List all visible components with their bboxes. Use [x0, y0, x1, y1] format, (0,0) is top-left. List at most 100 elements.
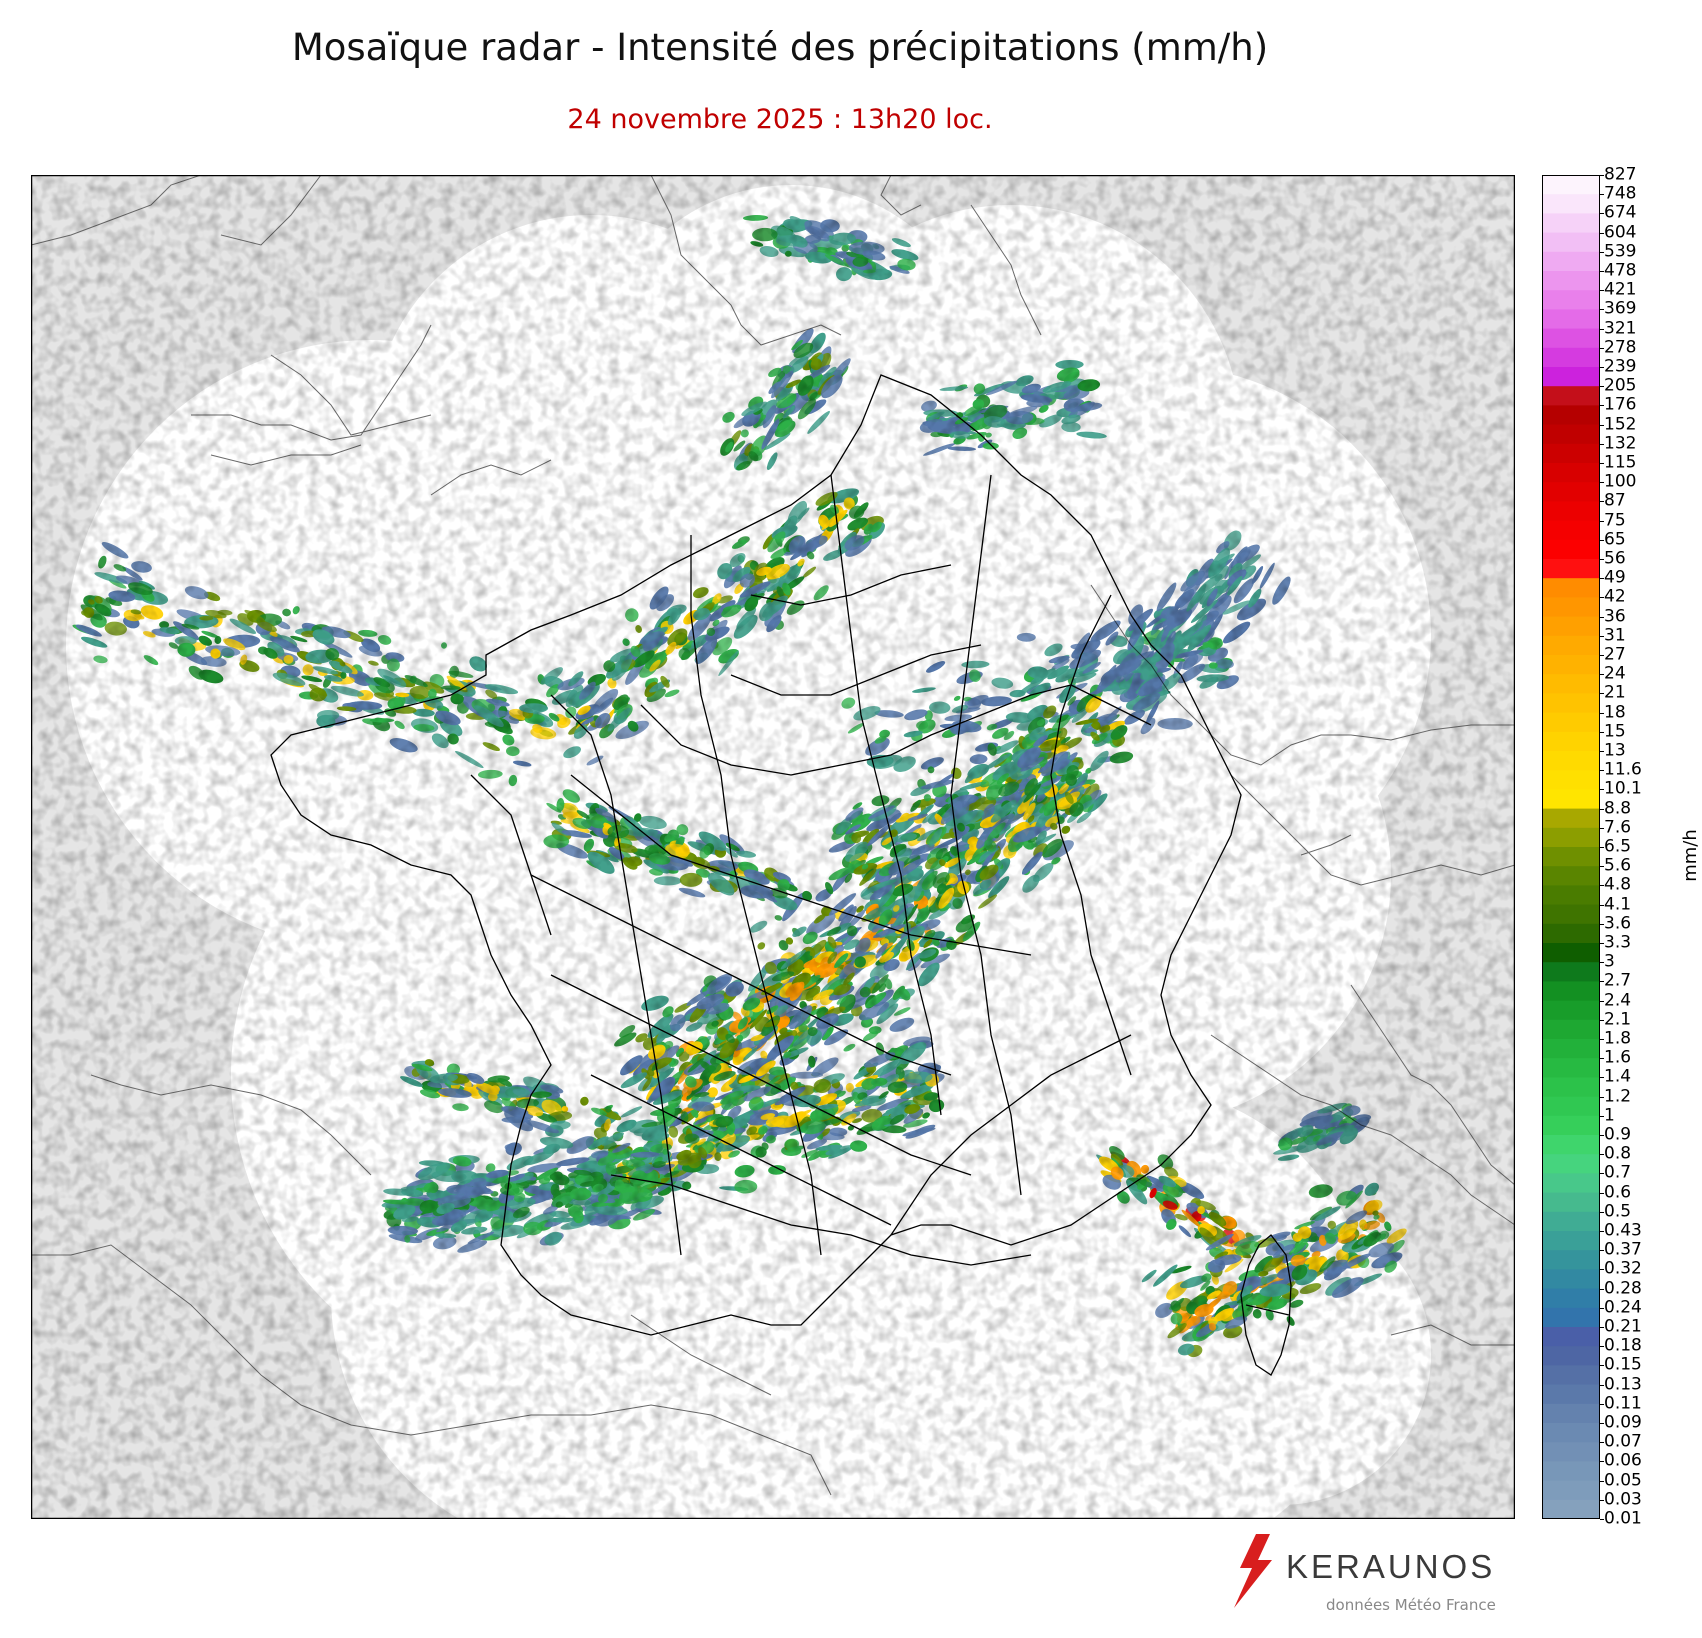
colorbar-tick-label: 321: [1604, 318, 1637, 339]
colorbar-tick-label: 0.6: [1604, 1182, 1632, 1203]
colorbar-tick-label: 24: [1604, 663, 1626, 684]
colorbar-cell: [1542, 1115, 1600, 1136]
colorbar-tick-label: 0.05: [1604, 1470, 1642, 1491]
colorbar-cell: [1542, 194, 1600, 214]
colorbar-cell: [1542, 501, 1600, 522]
colorbar-cell: [1542, 367, 1600, 387]
colorbar-tick-label: 1.6: [1604, 1047, 1632, 1068]
colorbar-cell: [1542, 1019, 1600, 1040]
colorbar-tick-label: 1.2: [1604, 1086, 1632, 1107]
colorbar-tick-label: 31: [1604, 625, 1626, 646]
colorbar-cell: [1542, 1403, 1600, 1424]
colorbar-tick-label: 21: [1604, 682, 1626, 703]
colorbar-cell: [1542, 1077, 1600, 1098]
colorbar-tick-label: 369: [1604, 298, 1637, 319]
colorbar-tick-label: 132: [1604, 433, 1637, 454]
colorbar-cell: [1542, 1096, 1600, 1117]
colorbar-cell: [1542, 578, 1600, 598]
colorbar-tick-label: 0.18: [1604, 1335, 1642, 1356]
colorbar-unit-label: mm/h: [1679, 829, 1701, 882]
colorbar-cell: [1542, 1058, 1600, 1078]
colorbar-cell: [1542, 712, 1600, 733]
colorbar-tick-label: 10.1: [1604, 778, 1642, 799]
rain-cell: [446, 1184, 471, 1195]
colorbar-tick-label: 1.8: [1604, 1028, 1632, 1049]
colorbar-cell: [1542, 1192, 1600, 1213]
colorbar-cell: [1542, 655, 1600, 675]
colorbar-tick-label: 0.32: [1604, 1258, 1642, 1279]
colorbar-tick-label: 36: [1604, 606, 1626, 627]
colorbar-tick-label: 2.4: [1604, 990, 1632, 1011]
colorbar-tick-label: 239: [1604, 356, 1637, 377]
colorbar-cell: [1542, 616, 1600, 637]
radar-map: [31, 175, 1515, 1519]
colorbar-cell: [1542, 232, 1600, 253]
colorbar-tick-label: 42: [1604, 586, 1626, 607]
colorbar-tick-label: 8.8: [1604, 798, 1632, 819]
colorbar: [1542, 175, 1600, 1519]
colorbar-cell: [1542, 1269, 1600, 1290]
colorbar-cell: [1542, 520, 1600, 541]
lightning-bolt-icon: [1234, 1534, 1272, 1608]
colorbar-cell: [1542, 827, 1600, 848]
colorbar-tick-label: 0.07: [1604, 1431, 1642, 1452]
colorbar-tick-label: 0.11: [1604, 1393, 1642, 1414]
colorbar-tick-label: 604: [1604, 222, 1637, 243]
colorbar-tick-label: 27: [1604, 644, 1626, 665]
colorbar-cell: [1542, 1000, 1600, 1021]
colorbar-cell: [1542, 271, 1600, 291]
colorbar-cell: [1542, 751, 1600, 771]
colorbar-cell: [1542, 213, 1600, 234]
colorbar-tick-label: 0.03: [1604, 1489, 1642, 1510]
map-title: Mosaïque radar - Intensité des précipita…: [291, 26, 1269, 69]
colorbar-tick-label: 1: [1604, 1105, 1615, 1126]
colorbar-cell: [1542, 1135, 1600, 1155]
colorbar-tick-label: 0.01: [1604, 1508, 1642, 1529]
colorbar-tick-label: 0.43: [1604, 1220, 1642, 1241]
colorbar-tick-label: 3: [1604, 951, 1615, 972]
colorbar-cell: [1542, 789, 1600, 810]
colorbar-tick-label: 11.6: [1604, 759, 1642, 780]
colorbar-cell: [1542, 808, 1600, 829]
colorbar-tick-label: 278: [1604, 337, 1637, 358]
colorbar-tick-label: 4.1: [1604, 894, 1632, 915]
colorbar-cell: [1542, 1288, 1600, 1309]
colorbar-cell: [1542, 904, 1600, 925]
colorbar-cell: [1542, 482, 1600, 502]
colorbar-cell: [1542, 1423, 1600, 1443]
colorbar-cell: [1542, 1346, 1600, 1366]
colorbar-cell: [1542, 1173, 1600, 1194]
colorbar-tick-label: 6.5: [1604, 836, 1632, 857]
colorbar-cell: [1542, 405, 1600, 426]
colorbar-cell: [1542, 1327, 1600, 1347]
colorbar-tick-label: 87: [1604, 490, 1626, 511]
colorbar-cell: [1542, 674, 1600, 694]
colorbar-tick-label: 75: [1604, 510, 1626, 531]
colorbar-cell: [1542, 635, 1600, 656]
colorbar-cell: [1542, 923, 1600, 944]
colorbar-cell: [1542, 885, 1600, 906]
colorbar-tick-label: 176: [1604, 394, 1637, 415]
colorbar-tick-label: 5.6: [1604, 855, 1632, 876]
colorbar-cell: [1542, 962, 1600, 982]
colorbar-tick-label: 674: [1604, 202, 1637, 223]
colorbar-tick-label: 0.28: [1604, 1278, 1642, 1299]
rain-cell: [982, 442, 999, 450]
colorbar-tick-label: 0.09: [1604, 1412, 1642, 1433]
colorbar-tick-label: 478: [1604, 260, 1637, 281]
colorbar-tick-label: 748: [1604, 183, 1637, 204]
colorbar-cell: [1542, 731, 1600, 752]
colorbar-cell: [1542, 693, 1600, 714]
colorbar-cell: [1542, 770, 1600, 790]
colorbar-cell: [1542, 251, 1600, 272]
colorbar-cell: [1542, 463, 1600, 483]
colorbar-cell: [1542, 847, 1600, 867]
map-subtitle: 24 novembre 2025 : 13h20 loc.: [567, 104, 993, 135]
colorbar-cell: [1542, 386, 1600, 406]
colorbar-tick-label: 2.7: [1604, 970, 1632, 991]
colorbar-tick-label: 0.24: [1604, 1297, 1642, 1318]
colorbar-cell: [1542, 443, 1600, 464]
data-credit: données Météo France: [1326, 1596, 1496, 1614]
colorbar-cell: [1542, 1039, 1600, 1059]
colorbar-tick-labels: 827 748 674 604 539 478 421 369 321 278 239 205 176 1…: [1600, 166, 1660, 1527]
